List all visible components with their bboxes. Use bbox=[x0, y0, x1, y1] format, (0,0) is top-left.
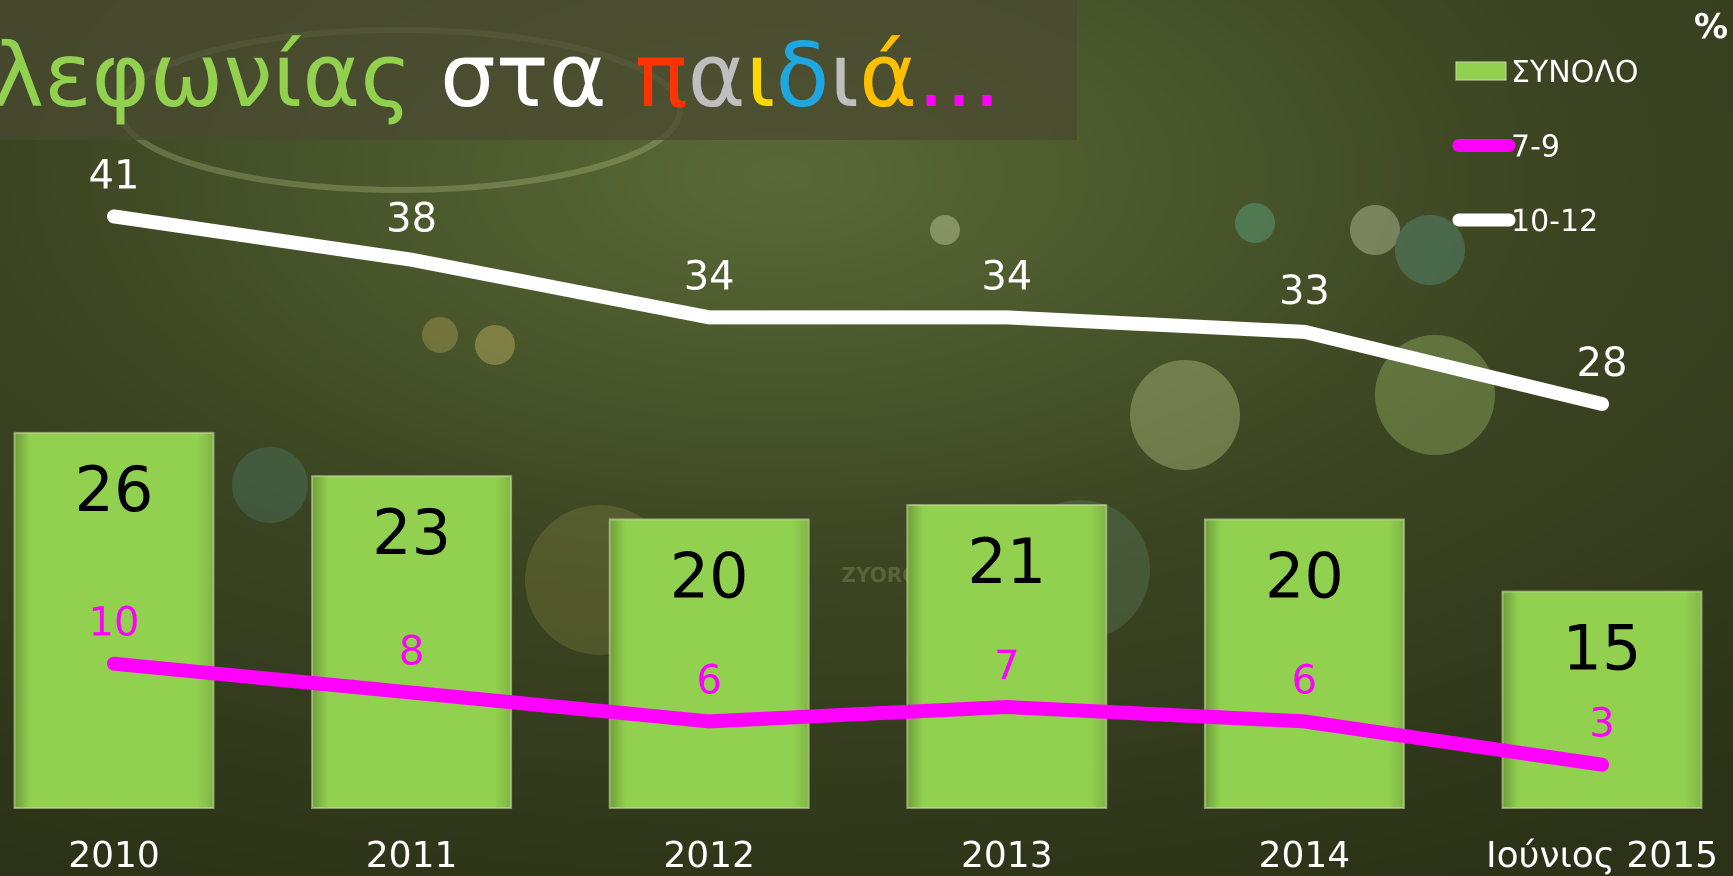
line-value-label: 6 bbox=[1292, 657, 1317, 703]
legend-swatch bbox=[1455, 61, 1507, 81]
title-part: δ bbox=[775, 24, 829, 127]
legend-label: ΣΥΝΟΛΟ bbox=[1511, 55, 1638, 90]
x-tick-label: 2012 bbox=[663, 835, 755, 876]
bar-value-label: 20 bbox=[670, 539, 749, 612]
line-value-label: 6 bbox=[696, 657, 721, 703]
title-part: λεφωνίας bbox=[0, 24, 440, 127]
title-part: στα bbox=[440, 24, 635, 127]
watermark: ZYORG bbox=[841, 563, 918, 587]
line bbox=[107, 656, 1609, 772]
title-part: π bbox=[635, 24, 688, 127]
bar-value-label: 20 bbox=[1265, 539, 1344, 612]
title-part: ι bbox=[829, 24, 859, 127]
title-box bbox=[0, 0, 1077, 140]
bar-value-label: 21 bbox=[967, 525, 1046, 598]
title-part: ... bbox=[917, 24, 1001, 127]
bar bbox=[1501, 590, 1703, 809]
x-tick-label: 2011 bbox=[366, 835, 458, 876]
line-value-label: 33 bbox=[1279, 268, 1330, 314]
line-value-label: 38 bbox=[386, 196, 437, 242]
line-value-label: 7 bbox=[994, 643, 1019, 689]
line-value-label: 41 bbox=[89, 152, 140, 198]
bar-value-label: 26 bbox=[75, 453, 154, 526]
line-value-label: 28 bbox=[1577, 340, 1628, 386]
line-value-label: 10 bbox=[89, 600, 140, 646]
title-part: α bbox=[688, 24, 746, 127]
bar bbox=[1203, 518, 1405, 810]
x-tick-label: 2010 bbox=[68, 835, 160, 876]
x-tick-label: 2014 bbox=[1259, 835, 1351, 876]
bar-value-label: 15 bbox=[1563, 612, 1642, 685]
bar bbox=[608, 518, 810, 810]
line bbox=[107, 209, 1609, 411]
unit-label: % bbox=[1694, 7, 1728, 47]
bar-value-label: 23 bbox=[372, 496, 451, 569]
title-part: ι bbox=[746, 24, 776, 127]
legend-label: 7-9 bbox=[1511, 130, 1560, 165]
x-tick-label: 2013 bbox=[961, 835, 1053, 876]
bar bbox=[13, 431, 215, 809]
bar bbox=[906, 504, 1108, 809]
title-part: ά bbox=[859, 24, 917, 127]
x-tick-label: Ιούνιος 2015 bbox=[1486, 835, 1718, 876]
line-value-label: 8 bbox=[399, 629, 424, 675]
line-value-label: 34 bbox=[981, 253, 1032, 299]
chart-title: λεφωνίας στα παιδιά... bbox=[0, 24, 1001, 127]
line-value-label: 34 bbox=[684, 253, 735, 299]
line-value-label: 3 bbox=[1589, 701, 1614, 747]
legend-label: 10-12 bbox=[1511, 204, 1598, 239]
bar bbox=[311, 475, 513, 809]
